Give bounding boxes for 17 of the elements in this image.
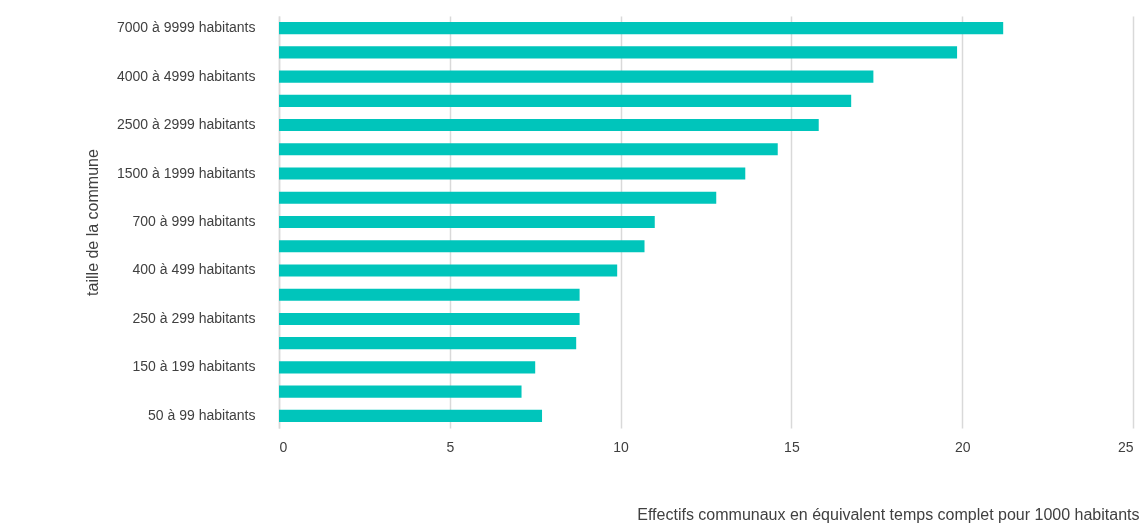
x-tick-label: 20 [954,438,971,455]
y-tick-label: 400 à 499 habitants [132,261,256,278]
y-tick-label: 250 à 299 habitants [132,309,256,326]
x-tick-label: 10 [613,438,630,455]
y-tick-label: 2500 à 2999 habitants [116,116,256,133]
y-axis-title: taille de la commune [83,149,101,296]
y-tick-label: 4000 à 4999 habitants [116,67,256,84]
x-tick-label: 25 [1117,438,1134,455]
x-tick-label: 0 [279,438,288,455]
y-tick-label: 700 à 999 habitants [132,213,256,229]
y-tick-label: 1500 à 1999 habitants [116,164,256,181]
x-axis-title: Effectifs communaux en équivalent temps complet pour 1000 habitants [637,505,1140,523]
y-tick-label: 50 à 99 habitants [148,406,256,423]
x-tick-label: 15 [784,438,800,455]
x-tick-label: 5 [446,438,455,455]
y-tick-label: 150 à 199 habitants [132,358,256,375]
y-tick-label: 7000 à 9999 habitants [116,19,256,36]
